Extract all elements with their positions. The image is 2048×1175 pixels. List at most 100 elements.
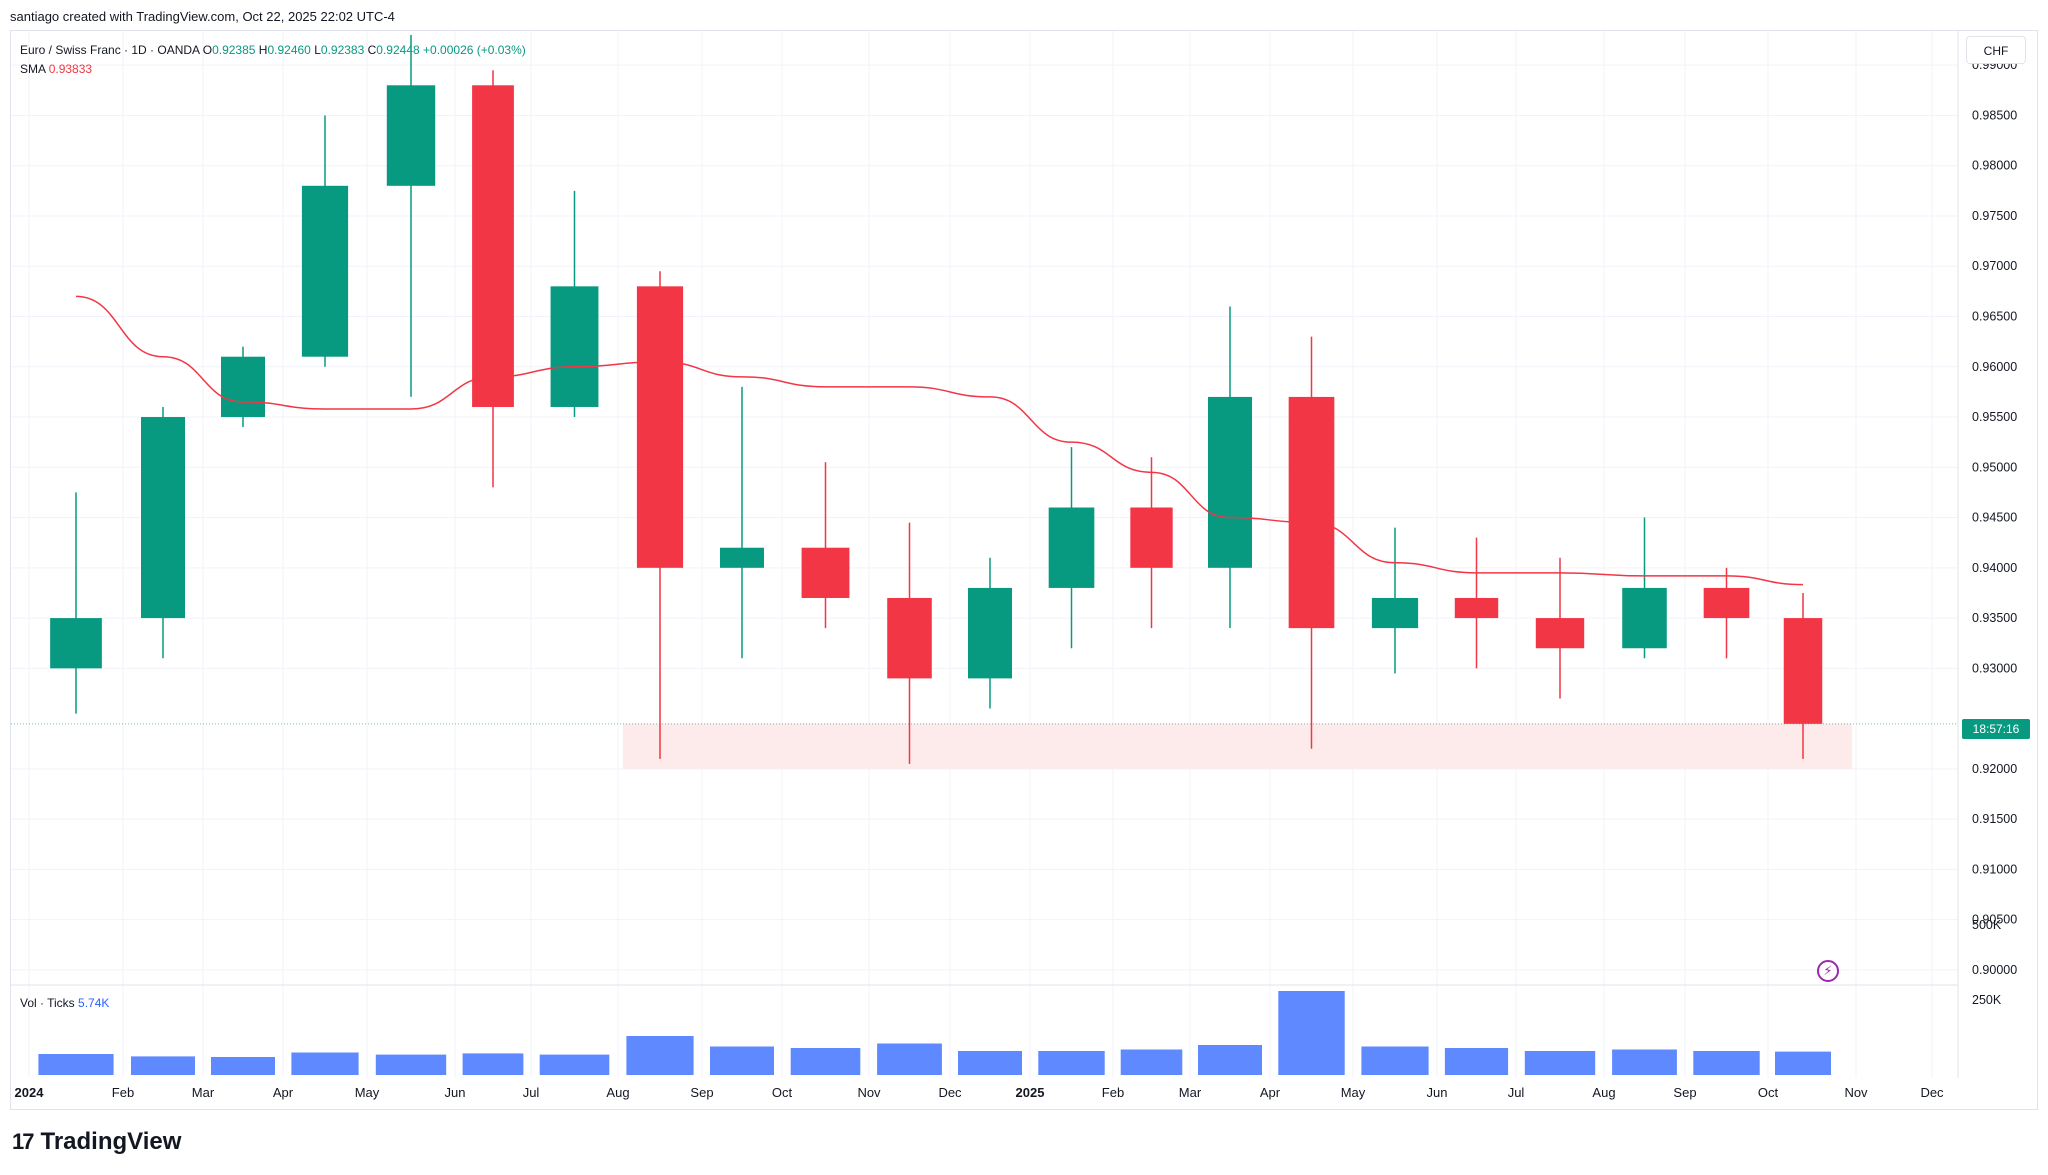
candle-body [1208,396,1252,568]
close-value: 0.92448 [376,43,420,57]
candle-2[interactable] [141,406,185,659]
candle-4[interactable] [301,115,349,367]
high-value: 0.92460 [267,43,311,57]
candle-16[interactable] [1288,336,1335,749]
sma-label[interactable]: SMA [20,62,46,76]
volume-bar-18 [1444,1048,1509,1075]
candle-body [1703,587,1750,619]
price-tick: 0.97500 [1972,209,2017,223]
open-value: 0.92385 [212,43,256,57]
candle-19[interactable] [1535,557,1585,699]
candle-body [1371,597,1419,629]
price-tick: 0.98500 [1972,108,2017,122]
candle-body [50,618,102,669]
time-tick: Feb [112,1085,134,1100]
time-axis[interactable]: 2024 Feb Mar Apr May Jun Jul Aug Sep Oct Nov Dec 202… [15,1085,1945,1100]
time-tick: 2025 [1016,1085,1045,1100]
candle-body [472,85,514,407]
candle-20[interactable] [1622,517,1667,659]
volume-bar-15 [1198,1045,1262,1075]
time-tick: Mar [1179,1085,1202,1100]
low-label: L [314,43,321,57]
price-tick: 0.92000 [1972,762,2017,776]
support-zone[interactable] [623,723,1852,769]
volume-axis: 500K 250K [1972,918,2002,1007]
volume-legend: Vol · Ticks 5.74K [20,996,109,1010]
price-axis[interactable]: 0.990000.985000.980000.975000.970000.965… [1972,58,2017,977]
lightning-icon[interactable]: ⚡ [1817,960,1839,982]
candle-body [887,597,932,679]
price-tick: 0.90500 [1972,913,2017,927]
volume-label[interactable]: Vol · Ticks [20,996,75,1010]
time-tick: Dec [938,1085,962,1100]
candle-3[interactable] [221,346,265,428]
candle-body [1454,597,1499,619]
volume-value: 5.74K [78,996,110,1010]
volume-bars [38,991,1831,1075]
time-tick: Mar [192,1085,215,1100]
candle-13[interactable] [1048,447,1095,649]
time-tick: Aug [1592,1085,1615,1100]
price-tick: 0.96500 [1972,310,2017,324]
candle-body [386,85,436,186]
candle-12[interactable] [968,557,1012,709]
candle-body [1288,396,1335,629]
candle-21[interactable] [1703,567,1750,659]
price-tick: 0.98000 [1972,159,2017,173]
time-tick: Apr [1260,1085,1281,1100]
price-tick: 0.95500 [1972,410,2017,424]
volume-bar-1 [38,1054,114,1075]
candle-10[interactable] [801,462,850,629]
candles [50,35,1823,764]
sma-line[interactable] [75,295,1804,586]
candle-22[interactable] [1783,592,1823,759]
candle-body [1622,587,1667,649]
time-tick: Feb [1102,1085,1124,1100]
candle-11[interactable] [887,522,932,764]
candle-18[interactable] [1454,537,1499,669]
volume-bar-8 [626,1036,694,1075]
time-tick: Dec [1920,1085,1944,1100]
candle-7[interactable] [550,190,599,418]
volume-bar-21 [1693,1051,1760,1075]
candle-5[interactable] [386,35,436,397]
candle-14[interactable] [1130,457,1173,629]
symbol-name[interactable]: Euro / Swiss Franc · 1D · OANDA [20,43,200,57]
time-tick: May [355,1085,380,1100]
symbol-row: Euro / Swiss Franc · 1D · OANDA O0.92385… [20,41,526,60]
candle-9[interactable] [720,386,764,659]
price-tick: 0.91000 [1972,862,2017,876]
sma-layer [75,295,1804,586]
volume-bar-11 [877,1043,942,1075]
price-tick: 0.91500 [1972,812,2017,826]
change-value: +0.00026 (+0.03%) [423,43,526,57]
volume-bar-16 [1278,991,1345,1075]
low-value: 0.92383 [320,43,365,57]
candle-17[interactable] [1371,527,1419,674]
time-tick: Oct [1758,1085,1779,1100]
price-tick: 0.94000 [1972,561,2017,575]
time-tick: Apr [273,1085,294,1100]
candle-body [550,286,599,407]
candle-body [301,185,349,357]
brand-name: TradingView [40,1128,182,1155]
currency-button[interactable]: CHF [1966,36,2026,64]
time-tick: May [1341,1085,1366,1100]
volume-bar-17 [1361,1046,1429,1075]
candle-15[interactable] [1208,306,1252,629]
grid-lines [11,31,1959,1078]
volume-bar-2 [131,1056,195,1075]
candle-body [221,356,265,418]
candle-1[interactable] [50,492,102,714]
price-tick: 0.93000 [1972,661,2017,675]
candle-6[interactable] [472,70,514,488]
time-tick: Sep [690,1085,713,1100]
close-label: C [367,43,377,57]
support-zone-layer [623,723,1852,769]
time-tick: Jul [523,1085,540,1100]
candle-8[interactable] [636,271,684,759]
bar-countdown: 18:57:16 [1962,719,2030,739]
time-tick: Nov [1844,1085,1868,1100]
time-tick: Aug [606,1085,629,1100]
